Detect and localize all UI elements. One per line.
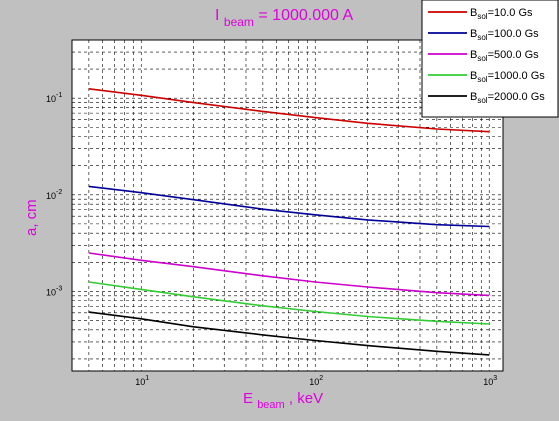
x-tick-label: 102: [309, 375, 323, 387]
chart-title: I beam = 1000.000 A: [215, 7, 353, 30]
y-tick-base: 10: [46, 94, 56, 104]
x-ticks: 101 102 103: [135, 375, 497, 387]
legend-label: Bsol=2000.0 Gs: [470, 91, 545, 105]
series-line-3: [88, 252, 490, 297]
legend-box: [421, 0, 559, 118]
y-tick-label: 10-2: [46, 189, 62, 201]
y-tick-base: 10: [46, 287, 56, 297]
series-line-5: [88, 311, 490, 356]
y-axis-label: a, cm: [23, 199, 40, 236]
legend-label-main: B: [470, 91, 477, 103]
legend-label: Bsol=1000.0 Gs: [470, 70, 545, 84]
legend-label-rest: =500.0 Gs: [488, 49, 540, 61]
y-tick-exp: -2: [56, 189, 62, 196]
x-axis-label: E beam , keV: [243, 390, 323, 412]
series-line-4: [88, 281, 490, 325]
legend-label-rest: =10.0 Gs: [488, 7, 533, 19]
legend-label-main: B: [470, 70, 477, 82]
y-tick-label: 10-3: [46, 285, 62, 297]
legend-label: Bsol=10.0 Gs: [470, 7, 533, 21]
legend-label-rest: =100.0 Gs: [488, 28, 540, 40]
legend-label-sub: sol: [477, 12, 487, 21]
legend-label-sub: sol: [477, 75, 487, 84]
legend-label-rest: =1000.0 Gs: [488, 70, 546, 82]
x-tick-exp: 3: [493, 375, 497, 382]
legend-label-sub: sol: [477, 54, 487, 63]
y-tick-exp: -3: [56, 285, 62, 292]
legend-label: Bsol=100.0 Gs: [470, 28, 539, 42]
legend-label-rest: =2000.0 Gs: [488, 91, 546, 103]
series-line-2: [88, 185, 490, 228]
y-tick-base: 10: [46, 191, 56, 201]
legend-label-main: B: [470, 7, 477, 19]
chart-title-rest: = 1000.000 A: [258, 7, 353, 24]
chart-title-sub: beam: [224, 15, 254, 29]
y-tick-label: 10-1: [46, 92, 62, 104]
series-line-1: [88, 88, 490, 133]
x-tick-exp: 1: [145, 375, 149, 382]
x-axis-label-main: E: [243, 390, 253, 407]
legend-label: Bsol=500.0 Gs: [470, 49, 539, 63]
x-axis-label-sub: beam: [257, 399, 285, 411]
y-tick-exp: -1: [56, 92, 62, 99]
legend-label-main: B: [470, 28, 477, 40]
chart-title-main: I: [215, 7, 219, 24]
x-tick-label: 103: [483, 375, 497, 387]
x-tick-base: 10: [309, 377, 319, 387]
series-lines: [88, 88, 490, 356]
x-tick-base: 10: [483, 377, 493, 387]
x-tick-label: 101: [135, 375, 149, 387]
legend-label-main: B: [470, 49, 477, 61]
x-axis-label-rest: , keV: [289, 390, 323, 407]
y-ticks: 10-110-210-3: [46, 92, 62, 297]
legend-label-sub: sol: [477, 96, 487, 105]
x-tick-exp: 2: [319, 375, 323, 382]
legend-label-sub: sol: [477, 33, 487, 42]
x-tick-base: 10: [135, 377, 145, 387]
